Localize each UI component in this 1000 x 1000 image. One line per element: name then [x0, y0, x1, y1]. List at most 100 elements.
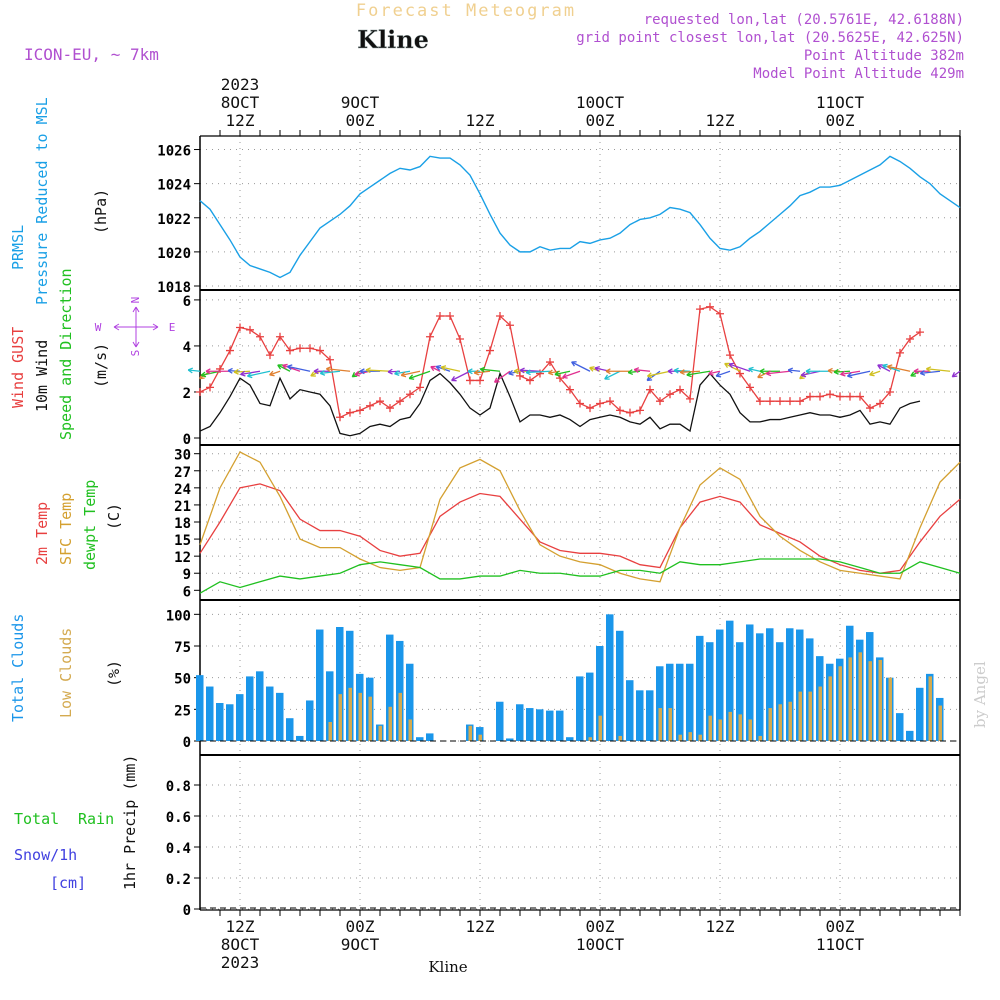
wind-arrow-head	[800, 371, 807, 378]
sfc-temp-label: SFC Temp	[57, 493, 75, 565]
wind-direction-arrow	[282, 364, 301, 372]
total-cloud-bar	[426, 733, 434, 741]
total-cloud-bar	[696, 635, 704, 741]
gust-point	[886, 387, 894, 396]
wind-arrow-head	[594, 365, 600, 372]
pressure-tick-label: 1018	[157, 280, 191, 296]
gust-point	[446, 312, 454, 321]
gust-point	[756, 397, 764, 406]
meteogram-title: Forecast Meteogram	[356, 1, 576, 21]
wind-direction-arrow	[708, 370, 721, 375]
wind-direction-arrow	[430, 366, 441, 372]
total-cloud-bar	[726, 620, 734, 741]
temp-tick-label: 24	[174, 482, 191, 498]
wind-direction-arrow	[234, 370, 251, 373]
gust-point	[246, 325, 254, 334]
wind-direction-arrow	[646, 370, 661, 381]
wind-direction-arrow	[847, 370, 871, 377]
temp-tick-label: 12	[174, 550, 191, 566]
low-cloud-bar	[328, 722, 332, 741]
temp-tick-label: 21	[174, 499, 191, 515]
temp-tick-label: 15	[174, 533, 191, 549]
gust-point	[456, 335, 464, 344]
bottom-time-label: 12Z	[466, 917, 495, 936]
total-cloud-bar	[586, 672, 594, 741]
low-cloud-bar	[758, 735, 762, 741]
wind-arrow-head	[919, 369, 926, 376]
total-cloud-bar	[536, 709, 544, 741]
wind-tick-label: 0	[183, 432, 191, 448]
wind-arrow-head	[913, 368, 919, 375]
gust-point	[766, 397, 774, 406]
total-cloud-bar	[256, 671, 264, 741]
precip-tick-label: 0.6	[166, 810, 191, 826]
wind-direction-arrow	[526, 370, 551, 374]
gust-point	[196, 387, 204, 396]
gust-point	[696, 305, 704, 314]
gust-point	[556, 374, 564, 383]
wind-arrow-head	[430, 365, 436, 372]
total-cloud-bar	[416, 737, 424, 741]
wind-arrow-head	[387, 368, 393, 375]
low-cloud-label: Low Clouds	[57, 628, 75, 718]
wind-arrow-head	[647, 372, 653, 379]
gust-point	[346, 408, 354, 417]
wind-direction-arrow	[409, 370, 431, 380]
gust-point	[306, 344, 314, 353]
point-altitude: Point Altitude 382m	[804, 48, 964, 64]
total-cloud-bar	[316, 629, 324, 741]
total-cloud-bar	[266, 686, 274, 741]
wind-arrow-head	[200, 371, 207, 378]
compass-cross	[113, 306, 159, 348]
clouds-tick-label: 50	[174, 672, 191, 688]
bottom-time-label: 00Z	[826, 917, 855, 936]
total-cloud-bar	[626, 680, 634, 741]
gust-line	[199, 306, 921, 419]
top-time-label: 00Z	[346, 111, 375, 130]
cloud-panel-labels: Total Clouds Low Clouds (%)	[9, 614, 123, 722]
gust-point	[626, 408, 634, 417]
total-cloud-bar	[306, 700, 314, 741]
wind-arrow-head	[227, 367, 233, 374]
prmsl-label: PRMSL	[9, 225, 27, 270]
bottom-time-label: 2023	[221, 953, 260, 972]
wind-arrow-head	[310, 371, 316, 377]
gust-point	[786, 397, 794, 406]
gust-point	[896, 348, 904, 357]
total-cloud-bar	[896, 713, 904, 741]
wind-arrow-head	[394, 370, 400, 377]
gust-point	[526, 376, 534, 385]
bottom-time-label: 11OCT	[816, 935, 865, 954]
wind-direction-arrow	[834, 370, 851, 373]
gust-point	[746, 383, 754, 392]
low-cloud-bar	[778, 704, 782, 741]
precip-tick-label: 0	[183, 903, 191, 919]
gust-point	[716, 309, 724, 318]
pressure-desc-label: Pressure Reduced to MSL	[33, 97, 51, 305]
total-cloud-bar	[236, 694, 244, 741]
wind-arrow-head	[667, 368, 673, 375]
low-cloud-bar	[338, 694, 342, 741]
wind-arrow-head	[686, 371, 692, 378]
wind-arrow-head	[869, 370, 875, 377]
low-cloud-bar	[768, 708, 772, 741]
gust-point	[496, 312, 504, 321]
total-cloud-bar	[666, 663, 674, 741]
low-cloud-bar	[818, 686, 822, 741]
gust-point	[656, 397, 664, 406]
low-cloud-bar	[888, 677, 892, 741]
gust-point	[826, 390, 834, 399]
total-cloud-bar	[286, 718, 294, 741]
wind-direction-arrow	[310, 370, 321, 377]
wind-tick-label: 4	[183, 340, 191, 356]
model-altitude: Model Point Altitude 429m	[753, 66, 964, 82]
wind-arrow-head	[269, 370, 275, 377]
gust-point	[206, 383, 214, 392]
total-cloud-bar	[506, 738, 514, 741]
temp-tick-label: 6	[183, 584, 191, 600]
wind-arrow-head	[679, 369, 685, 376]
wind-arrow-head	[467, 368, 473, 375]
dewpt-label: dewpt Temp	[81, 480, 99, 570]
wind-direction-arrow	[562, 370, 581, 378]
